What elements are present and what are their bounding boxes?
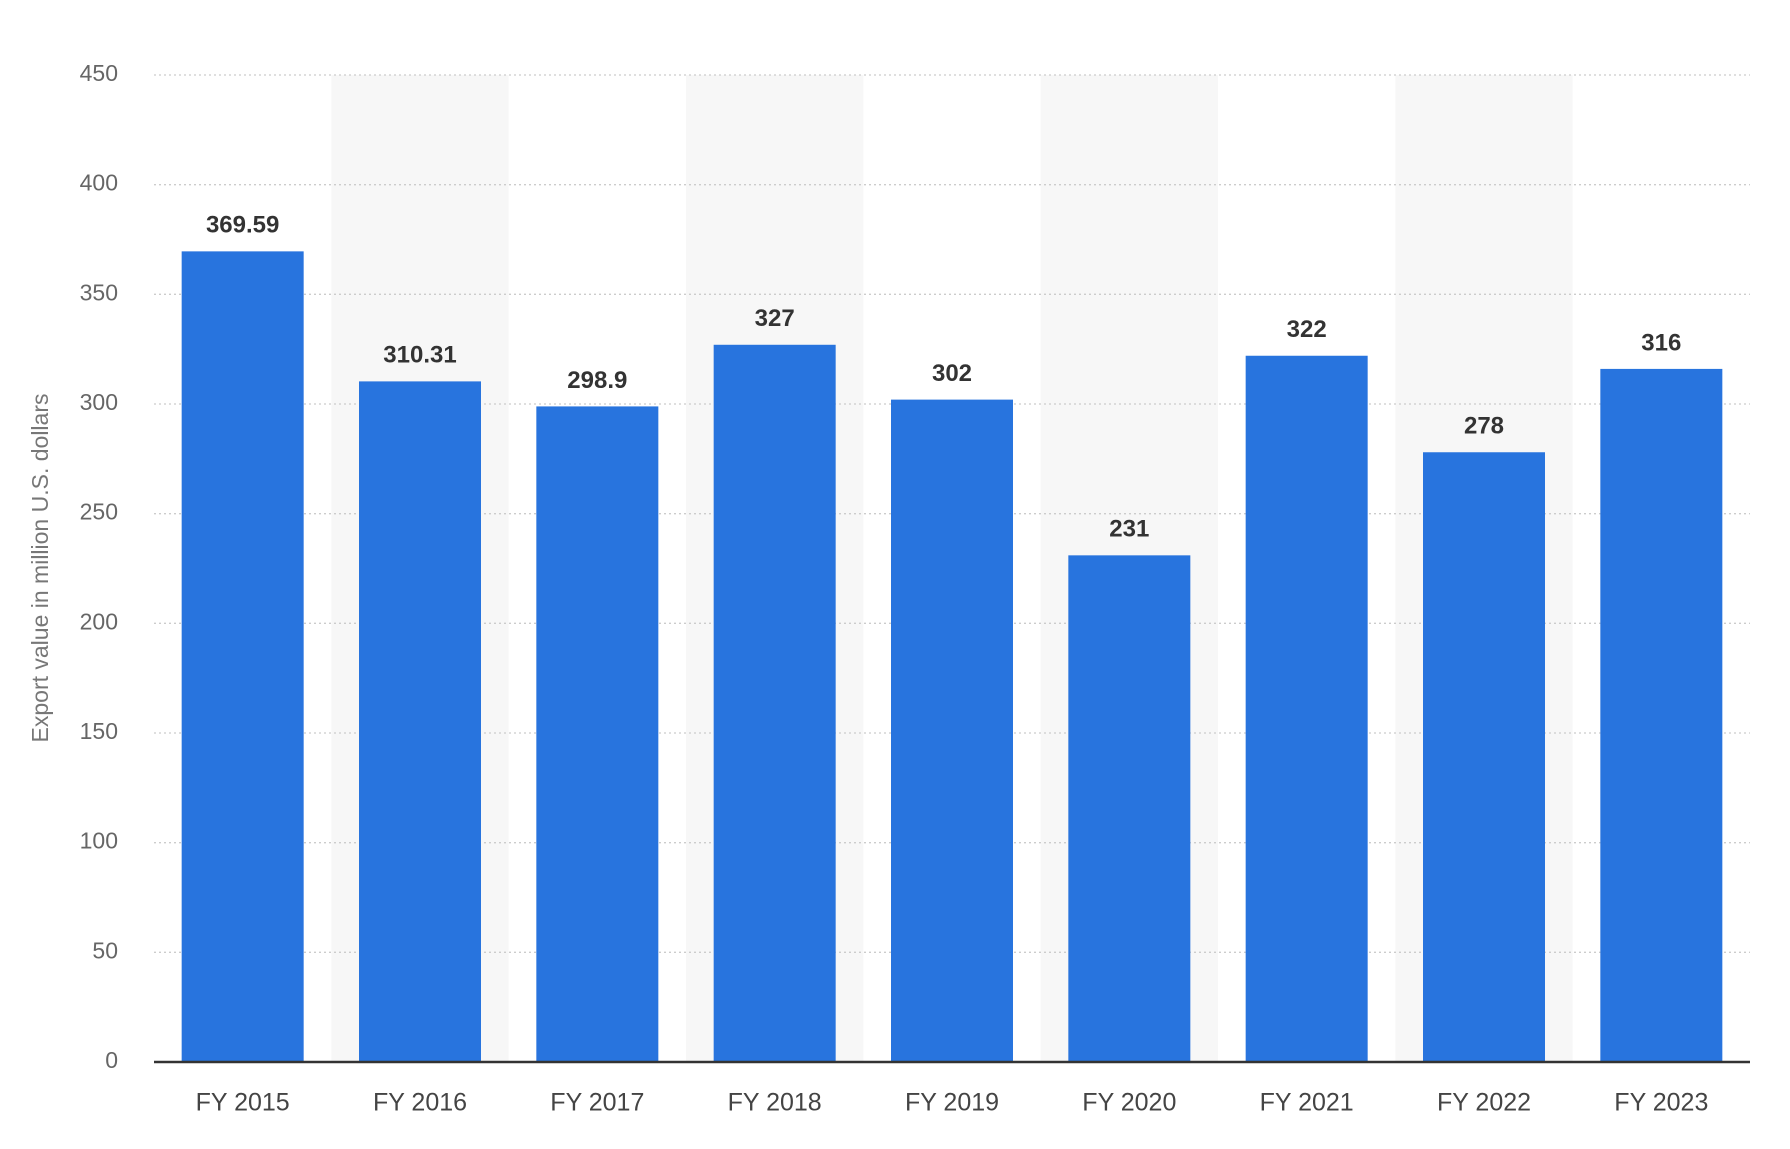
data-label: 302: [932, 360, 972, 387]
bar: [181, 251, 304, 1062]
x-tick-label: FY 2020: [1082, 1089, 1176, 1117]
bar: [536, 406, 659, 1062]
y-axis-label: Export value in million U.S. dollars: [27, 394, 53, 743]
y-tick-label: 300: [80, 389, 118, 415]
y-tick-label: 150: [80, 718, 118, 744]
y-tick-label: 100: [80, 828, 118, 854]
bar: [1600, 368, 1723, 1062]
bar: [891, 399, 1013, 1062]
x-tick-label: FY 2019: [905, 1089, 999, 1117]
y-tick-label: 200: [80, 608, 118, 634]
y-tick-label: 400: [80, 170, 118, 196]
x-tick-label: FY 2018: [728, 1089, 822, 1117]
bar: [1245, 355, 1368, 1062]
data-label: 322: [1287, 316, 1327, 343]
y-tick-label: 450: [80, 60, 118, 86]
bar: [1423, 452, 1545, 1063]
x-tick-label: FY 2017: [550, 1089, 644, 1117]
x-tick-label: FY 2022: [1437, 1089, 1531, 1117]
bar: [359, 381, 481, 1062]
data-label: 278: [1464, 413, 1504, 440]
x-tick-label: FY 2023: [1614, 1089, 1708, 1117]
y-tick-label: 250: [80, 499, 118, 525]
x-tick-label: FY 2021: [1260, 1089, 1354, 1117]
data-label: 298.9: [567, 367, 627, 394]
y-tick-label: 50: [92, 937, 118, 963]
bar: [713, 344, 836, 1062]
y-tick-label: 350: [80, 279, 118, 305]
data-label: 231: [1109, 516, 1149, 543]
x-tick-label: FY 2016: [373, 1089, 467, 1117]
y-tick-label: 0: [105, 1047, 118, 1073]
bar: [1068, 555, 1191, 1062]
data-label: 316: [1641, 329, 1681, 356]
data-label: 369.59: [206, 212, 279, 239]
data-label: 310.31: [383, 342, 456, 369]
data-label: 327: [755, 305, 795, 332]
x-tick-label: FY 2015: [196, 1089, 290, 1117]
